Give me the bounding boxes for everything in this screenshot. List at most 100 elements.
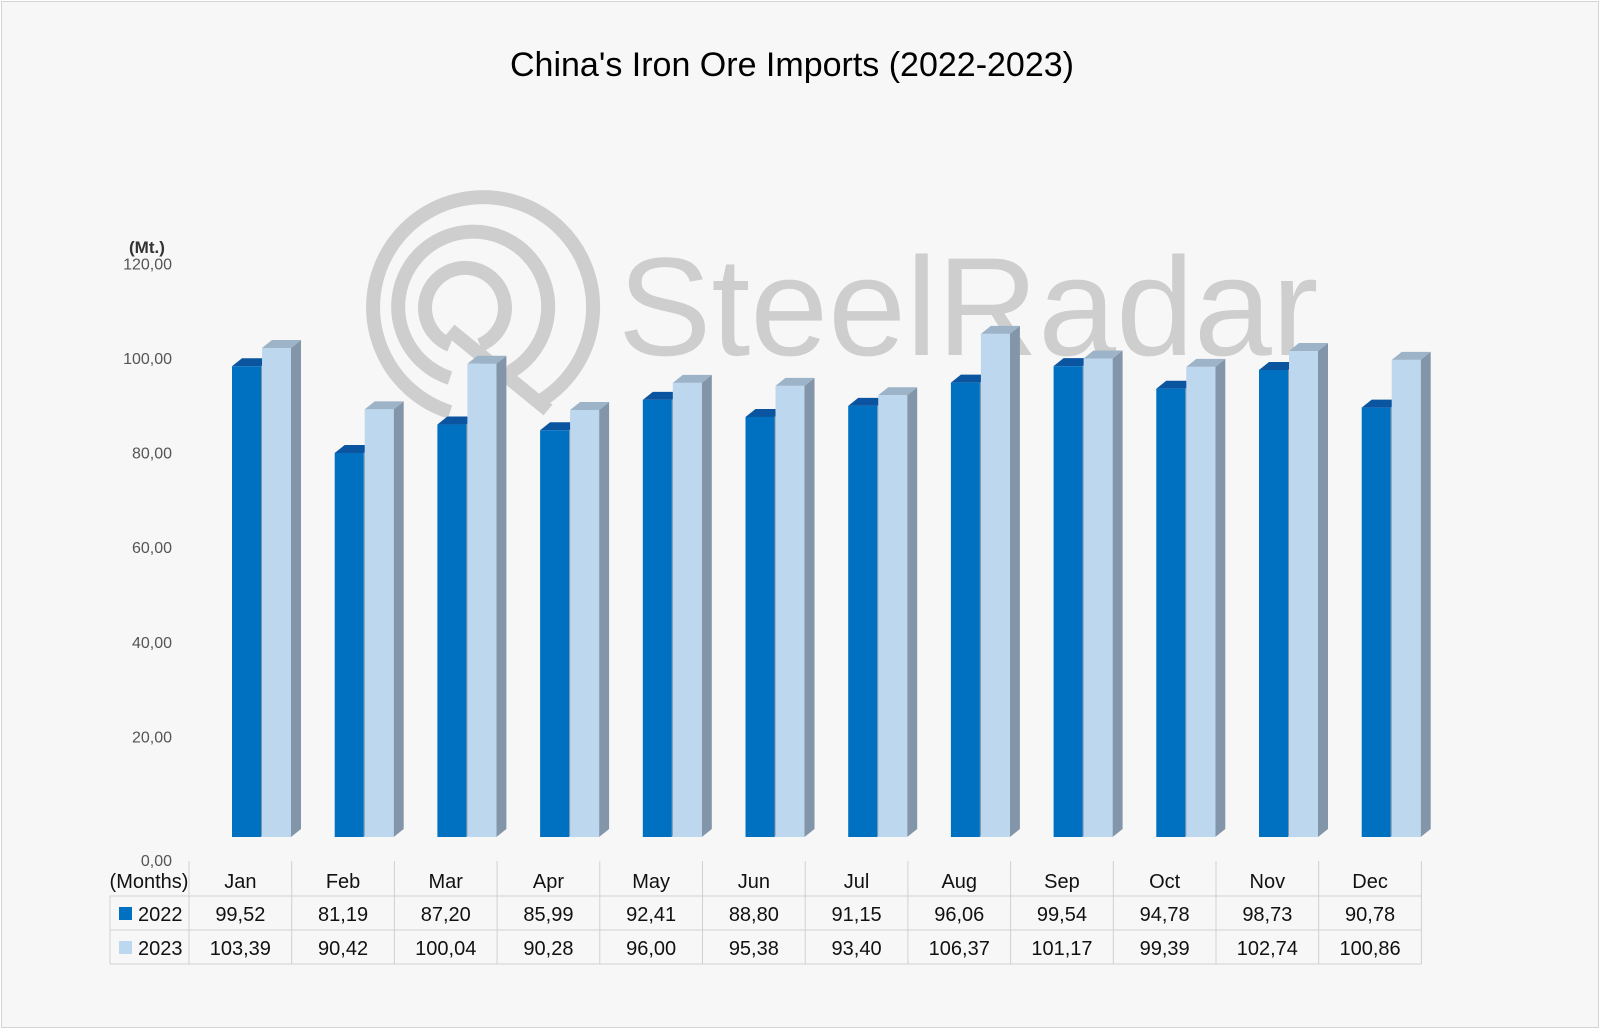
bar-front [334,452,364,837]
bar-side [1112,350,1123,837]
bar-front [262,347,291,837]
bar-side [599,401,610,837]
y-tick-label: 60,00 [132,540,172,557]
data-label: 87,20 [421,904,471,926]
data-label: 96,06 [934,904,984,926]
data-label: 106,37 [929,938,990,960]
category-label: Jun [738,871,770,893]
bar-side [1215,358,1226,837]
bar-top [672,374,712,383]
bar-top [775,377,815,386]
bar-side [393,401,404,837]
category-label: Jul [844,871,870,893]
data-label: 94,78 [1140,904,1190,926]
category-label: Nov [1250,871,1286,893]
bar-top [980,325,1020,334]
bar-2023-feb [364,401,404,837]
bar-side [804,377,815,837]
bar-top [364,401,404,410]
bars [232,325,1431,837]
bar-front [1289,351,1318,837]
data-label: 85,99 [523,904,573,926]
category-label: Aug [941,871,977,893]
series-name: 2022 [138,904,183,926]
bar-2023-apr [570,401,610,837]
bar-top [570,401,610,410]
bar-top [437,416,477,425]
bar-front [570,409,600,837]
data-label: 101,17 [1031,938,1092,960]
data-label: 88,80 [729,904,779,926]
bar-2023-jan [262,339,301,837]
series-name: 2023 [138,938,183,960]
bar-front [1186,366,1216,837]
bar-top [540,422,580,431]
data-label: 90,42 [318,938,368,960]
bar-top [467,355,507,364]
data-label: 90,78 [1345,904,1395,926]
bar-front [1156,388,1186,837]
bar-top [642,391,682,400]
bar-2023-oct [1186,358,1226,837]
data-label: 99,39 [1140,938,1190,960]
bar-2023-aug [980,325,1020,837]
bar-front [364,409,394,837]
data-label: 99,54 [1037,904,1087,926]
category-label: Apr [533,871,564,893]
data-label: 103,39 [210,938,271,960]
data-label: 100,04 [415,938,476,960]
bar-top [848,397,888,406]
y-tick-label: 40,00 [132,635,172,652]
bar-front [950,382,980,837]
bar-top [1186,358,1226,367]
bar-top [950,374,990,383]
bar-front [437,424,467,837]
data-label: 95,38 [729,938,779,960]
bar-front [980,333,1010,837]
category-label: Oct [1149,871,1181,893]
category-label: Sep [1044,871,1080,893]
bar-top [1259,362,1298,371]
bar-2023-may [672,374,712,837]
data-label: 92,41 [626,904,676,926]
category-label: Mar [429,871,464,893]
data-label: 81,19 [318,904,368,926]
bar-2023-sep [1083,350,1123,837]
bar-2023-mar [467,355,507,837]
bar-top [745,408,785,417]
bar-front [672,382,702,837]
bar-front [1259,370,1288,837]
y-tick-label: 0,00 [141,853,172,870]
y-unit-label: (Mt.) [129,238,165,257]
y-axis: 0,00 20,00 40,00 60,00 80,00 100,00 120,00 [123,256,172,870]
bar-top [1053,358,1093,367]
bar-front [467,363,497,837]
data-label: 90,28 [523,938,573,960]
data-label: 96,00 [626,938,676,960]
bar-front [1083,358,1113,837]
legend-key [119,907,132,920]
bar-top [334,444,374,453]
y-tick-label: 120,00 [123,256,172,273]
bar-front [775,385,805,837]
bar-side [701,374,712,837]
bar-2023-jul [878,387,918,837]
y-tick-label: 100,00 [123,351,172,368]
bar-top [1391,351,1431,360]
bar-side [291,339,301,837]
bar-side [496,355,507,837]
bar-side [1009,325,1020,837]
bar-front [1391,359,1421,837]
data-label: 98,73 [1242,904,1292,926]
category-label: Dec [1352,871,1388,893]
bar-front [1053,366,1083,837]
category-label: Feb [326,871,360,893]
category-label: May [632,871,670,893]
data-label: 93,40 [832,938,882,960]
bar-top [1361,399,1401,408]
y-tick-label: 80,00 [132,446,172,463]
bar-top [1083,350,1123,359]
bar-front [540,430,570,837]
bar-front [232,366,261,837]
